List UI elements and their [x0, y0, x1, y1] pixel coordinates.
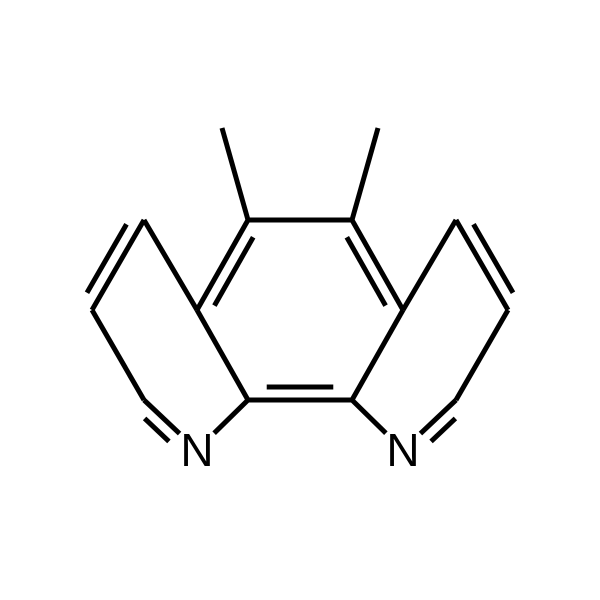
bond [222, 128, 248, 220]
bond [144, 220, 197, 310]
bond [352, 220, 403, 310]
atom-label-n: N [386, 424, 419, 476]
bond [197, 310, 248, 400]
bond [144, 400, 180, 434]
bond [420, 400, 456, 434]
bond [456, 220, 508, 310]
bond [92, 220, 144, 310]
bond [352, 400, 386, 433]
bond [92, 310, 144, 400]
molecule-diagram: NN [0, 0, 600, 600]
bond [214, 400, 248, 433]
bond [197, 220, 248, 310]
bond [403, 220, 456, 310]
bond [352, 310, 403, 400]
atom-label-n: N [180, 424, 213, 476]
bond [456, 310, 508, 400]
bond [352, 128, 378, 220]
